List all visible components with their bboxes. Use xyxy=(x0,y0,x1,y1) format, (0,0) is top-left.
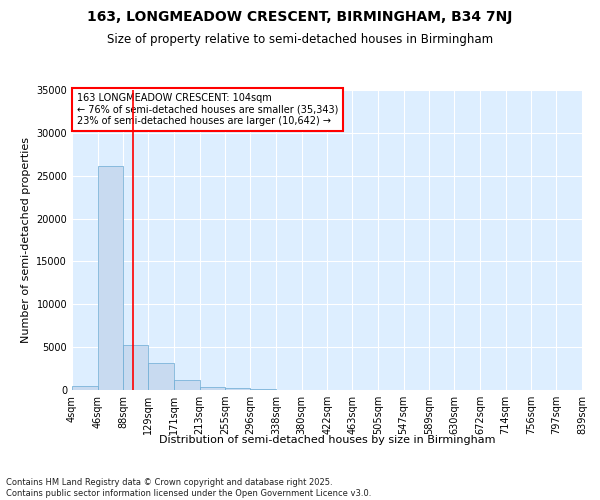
Bar xyxy=(72,386,98,390)
Text: Distribution of semi-detached houses by size in Birmingham: Distribution of semi-detached houses by … xyxy=(159,435,495,445)
Bar xyxy=(98,166,124,390)
Bar xyxy=(200,386,226,390)
Text: Contains HM Land Registry data © Crown copyright and database right 2025.
Contai: Contains HM Land Registry data © Crown c… xyxy=(6,478,371,498)
Bar xyxy=(226,388,250,390)
Bar xyxy=(124,344,148,390)
Text: 163 LONGMEADOW CRESCENT: 104sqm
← 76% of semi-detached houses are smaller (35,34: 163 LONGMEADOW CRESCENT: 104sqm ← 76% of… xyxy=(77,93,338,126)
Text: Size of property relative to semi-detached houses in Birmingham: Size of property relative to semi-detach… xyxy=(107,32,493,46)
Text: 163, LONGMEADOW CRESCENT, BIRMINGHAM, B34 7NJ: 163, LONGMEADOW CRESCENT, BIRMINGHAM, B3… xyxy=(88,10,512,24)
Bar xyxy=(148,362,174,390)
Y-axis label: Number of semi-detached properties: Number of semi-detached properties xyxy=(21,137,31,343)
Bar xyxy=(174,380,200,390)
